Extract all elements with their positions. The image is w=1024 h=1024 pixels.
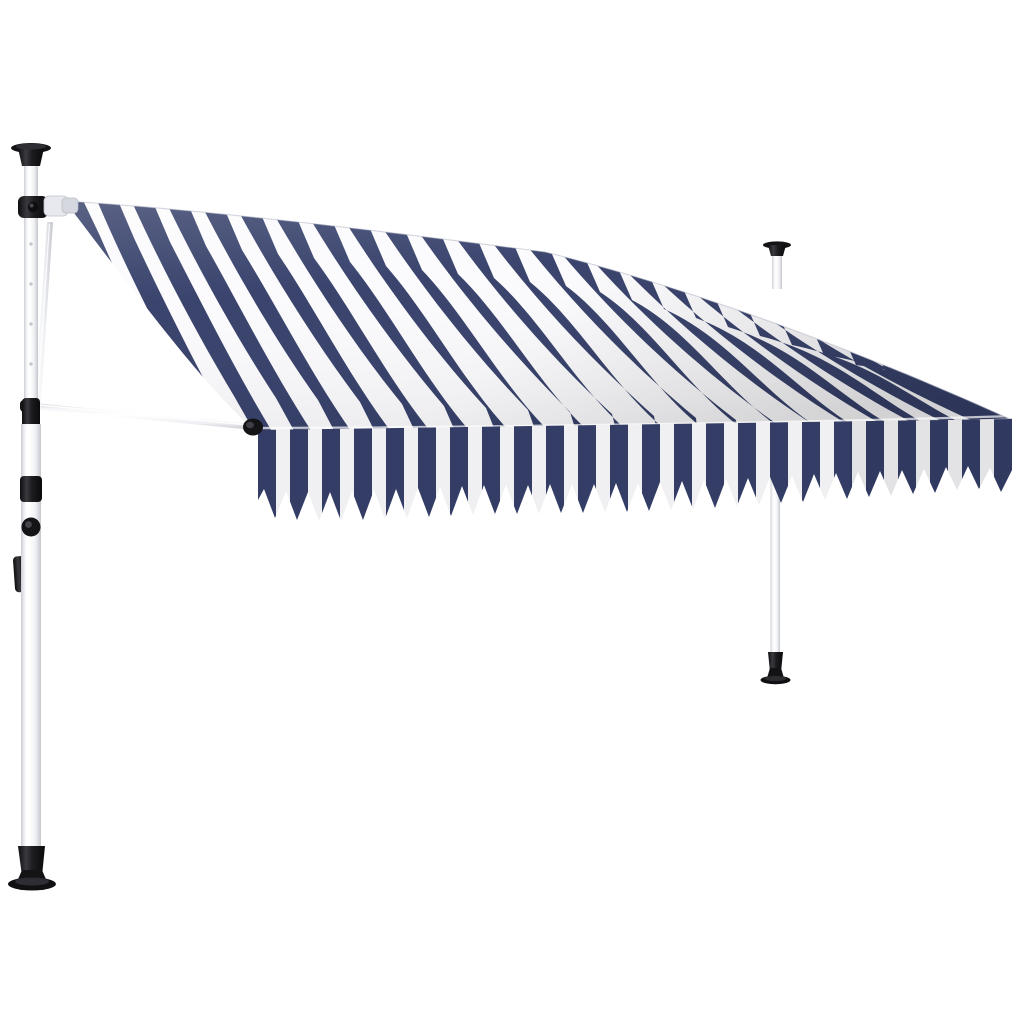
- right-pole-floor-foot: [760, 652, 791, 685]
- left-pole-lower-tube: [21, 424, 41, 870]
- support-arm-outer-cap: [243, 418, 263, 436]
- right-pole-upper-tube: [772, 249, 782, 289]
- left-pole-mid-clamp: [22, 398, 40, 432]
- canopy-hinge-joint: [18, 195, 79, 218]
- hinge-bracket: [61, 197, 79, 214]
- left-support-pole-assembly: [8, 143, 263, 891]
- right-pole-lower-tube: [770, 470, 780, 660]
- left-pole-tension-knob: [21, 517, 41, 537]
- canopy-front-bar-highlight: [257, 414, 1013, 430]
- left-pole-upper-tube: [24, 158, 38, 406]
- valance-base-fabric: [258, 419, 1012, 521]
- canopy-ridge-line: [64, 200, 1013, 421]
- left-pole-floor-foot: [8, 846, 56, 891]
- right-pole-top-cap: [763, 241, 791, 256]
- right-support-pole: [760, 241, 791, 685]
- left-pole-top-cap: [11, 143, 51, 166]
- left-pole-tension-collar: [20, 476, 42, 502]
